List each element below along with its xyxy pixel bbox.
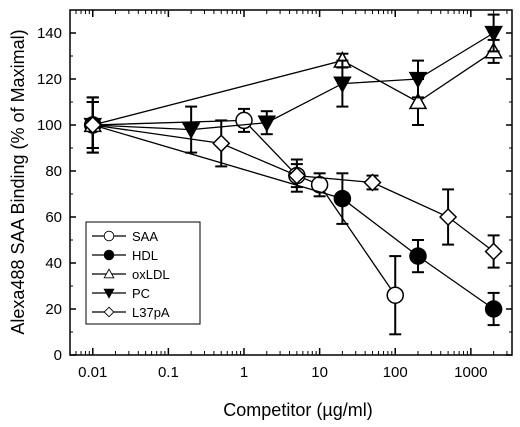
- y-tick-label: 100: [37, 117, 62, 134]
- legend-marker-oxldl: [103, 268, 115, 279]
- legend-label-l37pa: L37pA: [132, 305, 170, 320]
- x-tick-label: 1: [240, 364, 248, 381]
- y-tick-label: 80: [45, 163, 62, 180]
- data-point-saa: [235, 111, 253, 130]
- data-point-l37pa: [363, 173, 382, 192]
- data-point-pc: [181, 122, 201, 140]
- axes: 0 20 40 60 80 100 120 140 0.01 0.1 1 10 100 1000: [37, 9, 513, 381]
- series-l37pa: [83, 101, 503, 269]
- data-point-pc: [484, 25, 503, 43]
- legend-symbol-saa: [103, 230, 115, 242]
- y-tick-label: 0: [54, 347, 62, 364]
- legend-marker-l37pa: [103, 306, 115, 318]
- y-tick-label: 40: [45, 255, 62, 272]
- data-point-hdl: [484, 300, 503, 318]
- legend-label-pc: PC: [132, 286, 150, 301]
- data-point-l37pa: [212, 134, 231, 153]
- data-point-hdl: [409, 247, 427, 265]
- series-line-hdl: [92, 124, 494, 310]
- x-tick-label: 1000: [454, 364, 487, 381]
- series-line-l37pa: [92, 124, 494, 253]
- series-pc: [83, 13, 503, 154]
- series-layer: [83, 13, 503, 336]
- y-tick-label: 20: [45, 301, 62, 318]
- legend-label-saa: SAA: [132, 229, 158, 244]
- data-point-l37pa: [83, 115, 102, 135]
- y-axis-title: Alexa488 SAA Binding (% of Maximal): [8, 29, 28, 334]
- legend-symbol-oxldl: [103, 268, 115, 279]
- data-point-pc: [333, 76, 352, 94]
- legend-symbol-pc: [103, 288, 115, 299]
- plot-frame: [69, 9, 513, 356]
- y-tick-label: 120: [37, 71, 62, 88]
- x-tick-label: 0.01: [78, 364, 107, 381]
- data-point-l37pa: [287, 166, 306, 185]
- series-oxldl: [83, 38, 503, 149]
- legend-symbol-l37pa: [103, 306, 115, 318]
- y-tick-label: 60: [45, 209, 62, 226]
- series-line-oxldl: [92, 50, 494, 126]
- data-point-l37pa: [439, 207, 458, 227]
- legend: SAA HDL oxLDL PC L37pA: [85, 221, 201, 325]
- data-point-l37pa: [484, 242, 503, 261]
- x-tick-label: 0.1: [158, 364, 179, 381]
- x-axis-title: Competitor (µg/ml): [223, 400, 372, 420]
- x-tick-label: 100: [383, 364, 408, 381]
- legend-label-oxldl: oxLDL: [132, 267, 170, 282]
- data-point-saa: [386, 286, 404, 304]
- x-tick-label: 10: [311, 364, 328, 381]
- data-point-saa: [310, 176, 329, 194]
- series-hdl: [84, 96, 503, 327]
- legend-symbol-hdl: [103, 249, 115, 261]
- y-tick-label: 140: [37, 25, 62, 42]
- data-point-pc: [257, 115, 277, 133]
- legend-marker-pc: [103, 288, 115, 299]
- legend-label-hdl: HDL: [132, 248, 158, 263]
- data-point-oxldl: [408, 92, 428, 110]
- data-point-pc: [408, 71, 428, 89]
- series-line-pc: [92, 32, 494, 131]
- data-point-hdl: [333, 189, 352, 208]
- legend-marker-saa: [103, 230, 115, 242]
- legend-marker-hdl: [103, 249, 115, 261]
